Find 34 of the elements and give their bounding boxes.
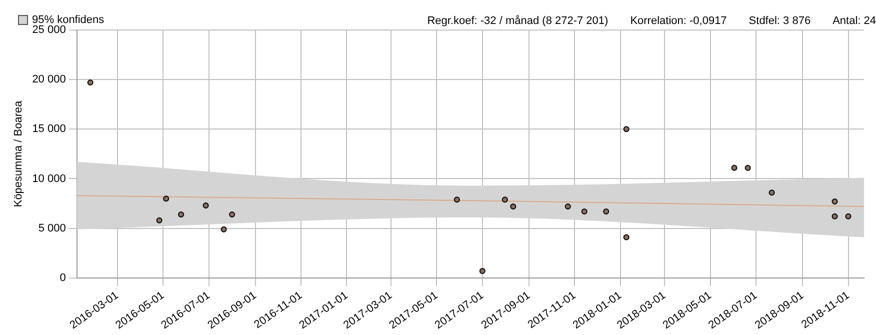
y-tick-label: 5 000 [38, 222, 66, 234]
point [156, 217, 162, 224]
point [768, 190, 775, 196]
point [229, 211, 236, 218]
point [202, 202, 209, 209]
text: Regr.koef: -32 / månad (8 272-7 201) [427, 15, 608, 28]
y-tick-label: 10 000 [32, 172, 66, 185]
point [832, 213, 838, 220]
point [163, 196, 170, 202]
point [502, 196, 508, 203]
point [744, 164, 751, 171]
point [581, 208, 588, 214]
point [454, 196, 460, 203]
y-tick-label: 0 [60, 272, 66, 284]
point [623, 234, 630, 240]
y-axis-title: Köpesumma / Boarea [12, 100, 25, 208]
text: Korrelation: -0,0917 [630, 15, 727, 28]
point [178, 211, 184, 218]
point [845, 213, 852, 220]
point [220, 226, 227, 232]
point [87, 80, 94, 86]
y-tick-label: 15 000 [32, 123, 66, 136]
text: 95% konfidens [32, 14, 104, 26]
point [510, 204, 516, 210]
point [603, 208, 610, 214]
y-tick-label: 25 000 [32, 24, 66, 36]
text: Antal: 24 [832, 15, 876, 28]
point [479, 268, 486, 274]
point [564, 204, 571, 210]
point [832, 198, 838, 205]
text: Stdfel: 3 876 [748, 15, 811, 28]
y-tick-label: 20 000 [32, 74, 66, 86]
point [731, 164, 738, 171]
point [623, 126, 630, 132]
